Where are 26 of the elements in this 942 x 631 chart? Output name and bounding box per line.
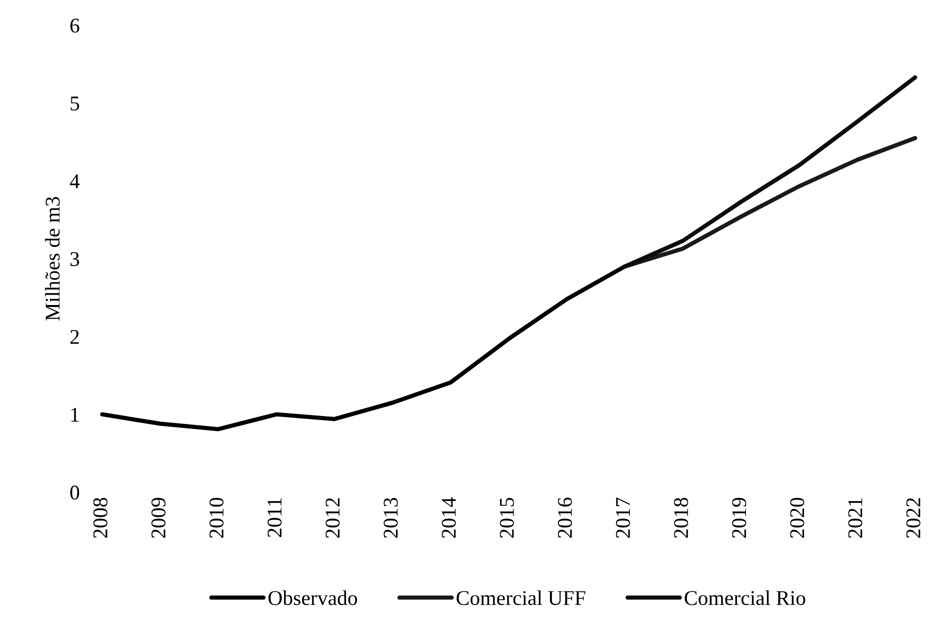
y-axis-title: Milhões de m3 [45,197,60,321]
y-tick-label: 6 [70,18,80,33]
x-tick-label: 2018 [674,498,688,538]
y-tick-label: 1 [71,408,79,422]
y-tick-label: 0 [70,486,80,500]
x-tick-label: 2015 [500,498,514,538]
x-tick-label: 2013 [384,498,398,538]
y-tick-label: 5 [70,96,80,110]
legend-label: Comercial Rio [684,590,806,606]
x-tick-label: 2020 [790,498,804,538]
x-tick-label: 2010 [209,498,224,538]
x-tick-label: 2021 [848,498,862,538]
x-tick-label: 2022 [906,498,920,538]
x-tick-label: 2019 [732,498,746,538]
x-tick-label: 2011 [268,498,282,538]
y-tick-label: 2 [70,330,79,344]
legend-label: Observado [268,590,358,606]
y-tick-label: 4 [70,174,80,188]
x-tick-label: 2014 [442,497,456,538]
x-tick-label: 2009 [151,498,166,538]
x-tick-label: 2016 [558,498,572,538]
x-tick-label: 2017 [616,498,630,538]
legend-label: Comercial UFF [456,590,586,606]
y-tick-label: 3 [70,252,80,266]
x-tick-label: 2012 [326,498,340,538]
x-tick-label: 2008 [93,498,108,538]
